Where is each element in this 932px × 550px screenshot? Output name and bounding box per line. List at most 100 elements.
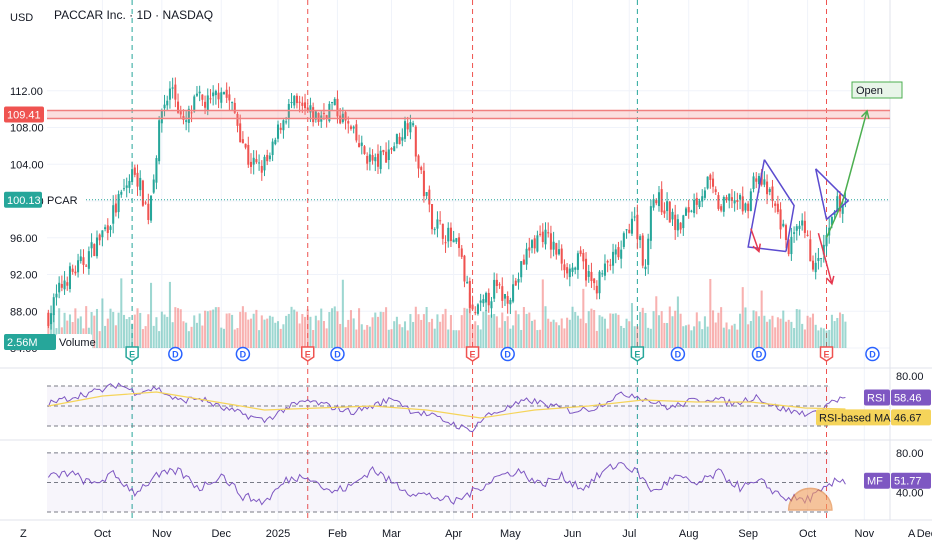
volume-bar [177, 308, 180, 348]
time-tick-label: Oct [799, 528, 816, 540]
candle-body [641, 235, 644, 266]
candle-body [757, 176, 760, 185]
candle-body [460, 248, 463, 257]
candle-body [387, 149, 390, 160]
candle-body [795, 226, 798, 231]
candle-body [574, 267, 577, 270]
volume-bar [152, 325, 155, 348]
event-marker-letter: D [504, 350, 511, 360]
earnings-icon [465, 346, 480, 362]
rsi-ma-series-label: RSI-based MA [819, 412, 891, 424]
candle-body [317, 113, 320, 123]
candle-body [636, 214, 639, 240]
candle-body [668, 201, 671, 223]
down-arrow-1-head [752, 243, 761, 254]
event-marker-letter: E [470, 350, 476, 360]
volume-bar [387, 329, 390, 348]
volume-value-tag-bg [4, 334, 56, 350]
rsi-ma-value-tag-bg [891, 409, 931, 426]
volume-bar [163, 314, 166, 348]
candle-body [98, 234, 101, 241]
timezone-button[interactable]: Z [20, 528, 27, 540]
candle-body [93, 244, 96, 257]
earnings-icon [300, 346, 315, 362]
drawing-overlay[interactable] [47, 109, 890, 286]
volume-bar [425, 307, 428, 348]
volume-bar [609, 313, 612, 348]
candle-body [217, 92, 220, 100]
candle-body [141, 180, 144, 206]
volume-bar [322, 321, 325, 348]
volume-bar [625, 318, 628, 348]
time-tick-label: Apr [445, 528, 462, 540]
mf-value-tag: 51.77 [894, 476, 922, 488]
candle-body [806, 234, 809, 236]
event-marker-letter: E [129, 350, 135, 360]
candle-body [660, 189, 663, 213]
candle-body [139, 177, 142, 191]
mf-pane [47, 452, 846, 513]
time-tick-label: Dec [211, 528, 231, 540]
volume-label: Volume [59, 337, 96, 349]
candle-body [306, 107, 309, 112]
candle-body [709, 174, 712, 180]
volume-bar [333, 306, 336, 348]
candle-body [479, 300, 482, 303]
volume-bar [382, 312, 385, 348]
volume-bar [595, 330, 598, 348]
candle-body [609, 264, 612, 266]
candle-body [517, 278, 520, 283]
volume-bar [133, 314, 136, 348]
volume-bar [206, 311, 209, 348]
volume-bar [93, 315, 96, 348]
candle-body [82, 257, 85, 265]
candle-body [276, 124, 280, 139]
volume-bar [614, 313, 617, 348]
volume-bar [52, 313, 55, 348]
candle-body [830, 216, 833, 225]
earnings-icon [125, 346, 139, 362]
candle-body [706, 176, 709, 189]
volume-bar [174, 307, 177, 348]
volume-bar [371, 317, 374, 348]
currency-label[interactable]: USD [10, 12, 34, 24]
candle-body [312, 107, 315, 123]
time-tick-label: Jun [564, 528, 582, 540]
volume-bar [828, 329, 831, 348]
volume-bar [709, 278, 712, 348]
candle-body [620, 249, 623, 259]
volume-bar [711, 310, 715, 348]
candle-body [328, 103, 331, 122]
candle-body [149, 195, 153, 221]
candle-body [525, 248, 528, 265]
volume-bar [301, 314, 304, 348]
volume-bar [244, 312, 247, 348]
candle-body [52, 297, 55, 316]
candle-body [803, 220, 806, 233]
candle-body [274, 139, 277, 145]
auto-scale-button[interactable]: A [908, 528, 916, 540]
candle-body [838, 194, 842, 212]
symbol-price-label: PCAR [47, 195, 78, 207]
volume-bar [795, 309, 798, 348]
volume-bar [657, 315, 661, 348]
candle-body [530, 240, 534, 248]
volume-bar [474, 321, 477, 348]
volume-bar [628, 321, 631, 348]
volume-bar [58, 308, 61, 348]
dividend-icon [330, 346, 345, 362]
candle-body [293, 96, 296, 106]
price-tick-label: 108.00 [10, 123, 44, 135]
candle-body [744, 203, 747, 211]
volume-bar [347, 319, 350, 348]
mf-highlight-circle [787, 487, 833, 511]
volume-bar [304, 316, 307, 348]
symbol-title[interactable]: PACCAR Inc. · 1D · NASDAQ [54, 8, 214, 22]
candle-body [768, 189, 771, 193]
candle-body [711, 178, 715, 187]
volume-bar [214, 307, 217, 348]
volume-bar [749, 321, 752, 348]
volume-bar [803, 329, 806, 348]
